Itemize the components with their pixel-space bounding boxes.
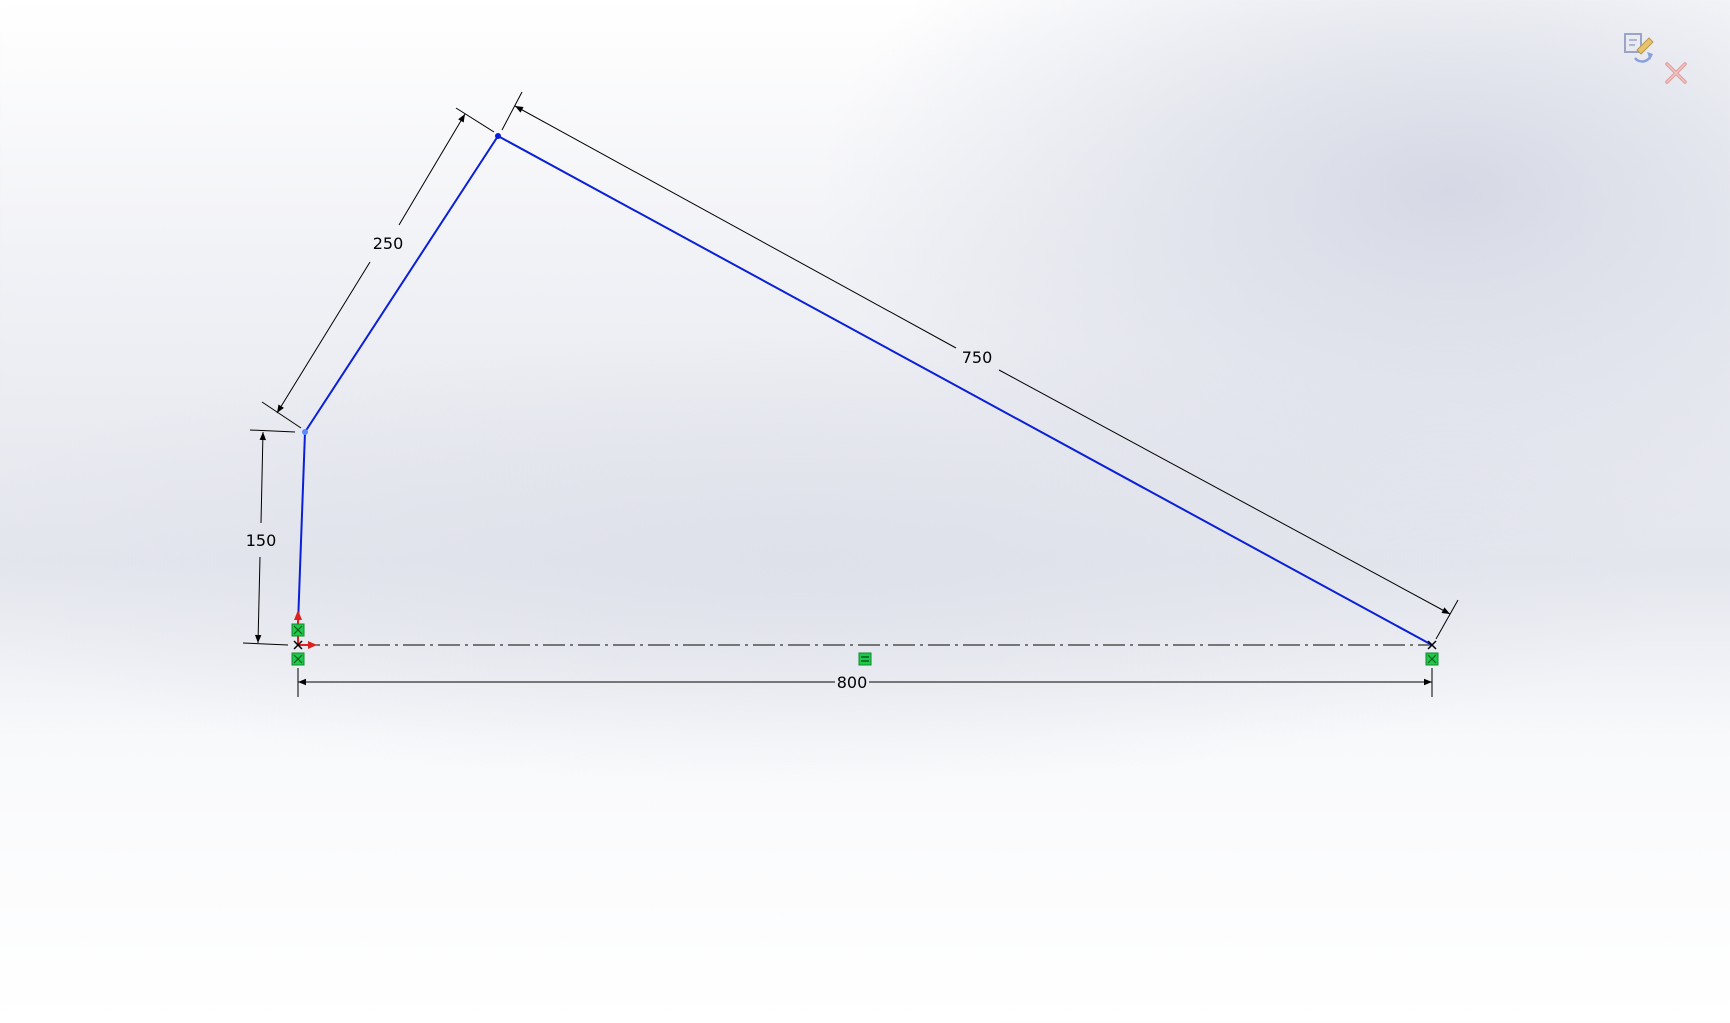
horizontal-relation-icon[interactable] <box>858 652 872 666</box>
fixed-relation-icon[interactable] <box>291 623 305 637</box>
dimension-150[interactable]: 150 <box>242 429 296 646</box>
dimension-value[interactable]: 800 <box>837 673 868 692</box>
fixed-relation-icon[interactable] <box>1425 652 1439 666</box>
dimension-750[interactable]: 750 <box>501 91 1459 640</box>
dimension-800[interactable]: 800 <box>297 668 1433 697</box>
sketch-line-left-vertical[interactable] <box>297 431 306 625</box>
sketch-line-left-inclined[interactable] <box>304 135 499 433</box>
close-icon[interactable] <box>1663 60 1689 86</box>
sketch-line-top-inclined[interactable] <box>497 135 1433 646</box>
rebuild-exit-sketch-icon[interactable] <box>1623 30 1657 68</box>
sketch-origin-icon <box>293 610 317 650</box>
fixed-relation-icon[interactable] <box>291 652 305 666</box>
confirmation-corner <box>1615 26 1695 96</box>
dimension-value[interactable]: 250 <box>373 234 404 253</box>
dimension-value[interactable]: 150 <box>246 531 277 550</box>
dimension-250[interactable]: 250 <box>261 107 495 429</box>
sketch-point[interactable] <box>495 133 501 139</box>
dimension-value[interactable]: 750 <box>962 348 993 367</box>
sketch-point[interactable] <box>1427 640 1437 650</box>
sketch-profile[interactable] <box>297 135 1433 646</box>
sketch-point[interactable] <box>302 429 308 435</box>
